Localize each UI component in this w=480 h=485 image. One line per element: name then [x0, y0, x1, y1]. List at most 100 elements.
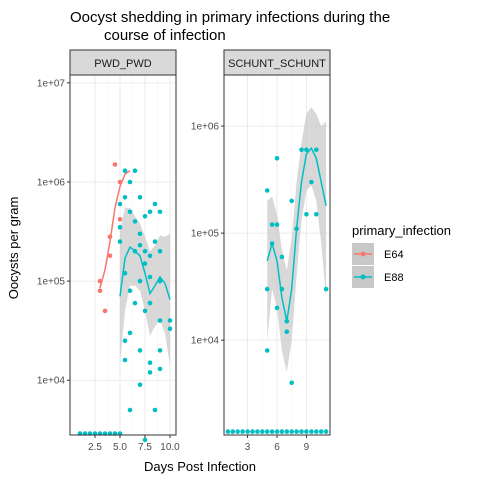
data-point-e88	[314, 147, 319, 153]
data-point-e64	[97, 278, 103, 284]
data-point-e88	[304, 212, 309, 217]
data-point-e88	[264, 188, 270, 193]
data-point-e88	[137, 348, 143, 353]
data-point-e88	[137, 195, 143, 200]
x-tick-label: 5.0	[113, 442, 127, 453]
legend-key-e88: E88	[352, 266, 404, 288]
data-point-e88	[264, 348, 270, 353]
data-point-e88	[132, 300, 138, 306]
legend-key-label: E64	[384, 249, 404, 261]
data-point-e88	[309, 179, 314, 185]
y-tick-label: 1e+07	[37, 78, 66, 89]
data-point-e88	[152, 201, 158, 207]
data-point-e88	[152, 407, 158, 413]
data-point-e88	[117, 239, 123, 244]
data-point-e88	[157, 209, 163, 215]
data-point-e88	[122, 168, 128, 173]
legend-key-e64: E64	[352, 243, 404, 265]
data-point-e88	[137, 242, 143, 248]
data-point-e64	[107, 234, 113, 240]
data-point-e88	[309, 429, 314, 434]
chart-title-line-1: Oocyst shedding in primary infections du…	[70, 9, 390, 26]
smooth-line-e64	[99, 170, 131, 289]
panel-border	[69, 74, 177, 436]
data-point-e88	[117, 224, 123, 230]
data-point-e88	[157, 248, 163, 254]
legend-title: primary_infection	[352, 223, 451, 238]
data-point-e88	[299, 147, 304, 153]
data-point-e88	[142, 248, 148, 254]
data-point-e88	[274, 305, 280, 311]
data-point-e88	[122, 195, 128, 200]
facet-strip-label: SCHUNT_SCHUNT	[228, 58, 326, 70]
data-point-e88	[147, 370, 153, 375]
data-point-e88	[269, 429, 275, 434]
data-point-e88	[279, 286, 285, 292]
data-point-e88	[137, 382, 143, 388]
data-point-e88	[157, 278, 163, 284]
data-point-e88	[127, 179, 133, 185]
legend-key-label: E88	[384, 272, 404, 284]
data-point-e64	[102, 308, 108, 314]
y-tick-label: 1e+06	[191, 122, 220, 133]
data-point-e88	[274, 156, 280, 161]
data-point-e88	[279, 429, 285, 434]
x-tick-label: 10.0	[160, 442, 180, 453]
legend: primary_infection E64 E88	[352, 223, 451, 288]
panel-1: PWD_PWD 1e+04 1e+05 1e+06 1e+07 2.5 5.0 7.5 10.0	[37, 49, 180, 453]
y-tick-label: 1e+05	[191, 229, 220, 240]
data-point-e88	[274, 429, 280, 434]
x-axis-label: Days Post Infection	[144, 459, 256, 474]
data-point-e88	[137, 278, 143, 284]
legend-keys: E64 E88	[352, 243, 404, 288]
data-point-e88	[132, 248, 138, 254]
data-point-e88	[137, 231, 143, 237]
data-point-e88	[314, 429, 319, 434]
data-point-e88	[279, 254, 285, 260]
data-point-e88	[240, 429, 245, 434]
y-tick-label: 1e+06	[37, 177, 66, 188]
smooth-line-e88	[119, 245, 171, 300]
y-tick-label: 1e+04	[37, 376, 66, 387]
data-point-e88	[152, 239, 158, 244]
legend-key-point	[360, 251, 366, 257]
data-point-e88	[142, 437, 148, 443]
panels: PWD_PWD 1e+04 1e+05 1e+06 1e+07 2.5 5.0 7.5 10.0…	[37, 49, 331, 453]
data-point-e88	[284, 329, 290, 335]
data-point-e88	[167, 326, 173, 332]
data-point-e88	[299, 429, 304, 434]
x-tick-label: 9	[304, 442, 310, 453]
x-tick-label: 2.5	[88, 442, 102, 453]
data-point-e88	[304, 429, 309, 434]
data-point-e88	[289, 380, 295, 386]
data-point-e64	[97, 288, 103, 294]
x-tick-label: 3	[245, 442, 251, 453]
data-point-e88	[225, 429, 231, 434]
data-point-e64	[107, 253, 113, 259]
data-point-e88	[147, 274, 153, 280]
data-point-e88	[304, 147, 309, 153]
data-point-e88	[157, 318, 163, 323]
data-point-e88	[122, 270, 128, 276]
data-point-e88	[147, 360, 153, 366]
data-point-e88	[260, 429, 265, 434]
y-tick-label: 1e+05	[37, 277, 66, 288]
data-point-e88	[264, 286, 270, 292]
facet-strip	[69, 49, 177, 76]
data-point-e88	[127, 209, 133, 215]
y-tick-label: 1e+04	[191, 336, 220, 347]
data-point-e88	[284, 319, 290, 324]
data-point-e88	[323, 286, 329, 292]
confidence-band-e88	[267, 107, 327, 373]
data-point-e88	[235, 429, 240, 434]
data-point-e88	[122, 357, 128, 363]
chart-title-line-2: course of infection	[104, 27, 226, 44]
data-point-e88	[294, 226, 299, 231]
data-point-e88	[142, 214, 148, 219]
facet-strip	[223, 49, 331, 76]
x-tick-label: 7.5	[138, 442, 152, 453]
data-point-e88	[289, 198, 295, 204]
data-point-e88	[245, 429, 250, 434]
